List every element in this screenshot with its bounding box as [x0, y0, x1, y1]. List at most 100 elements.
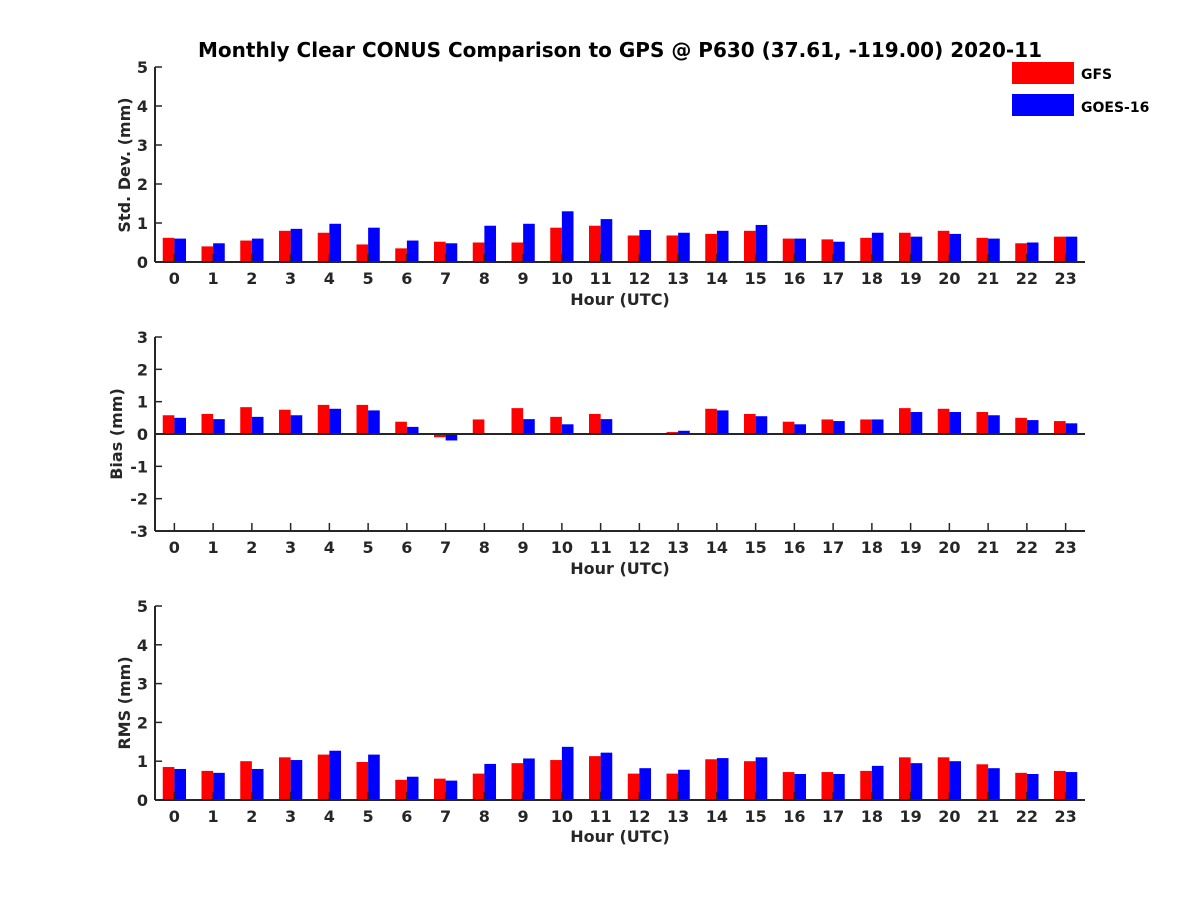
- bias-bar-gfs-14: [705, 408, 717, 434]
- std-bar-gfs-7: [434, 241, 446, 262]
- rms-bar-goes16-5: [368, 754, 380, 800]
- std-bar-gfs-16: [782, 238, 795, 262]
- std-xtick-label: 4: [324, 269, 335, 288]
- bias-bar-gfs-0: [162, 415, 175, 434]
- rms-bar-gfs-16: [782, 772, 795, 800]
- bias-xtick-label: 20: [938, 538, 960, 557]
- rms-xtick-label: 5: [363, 807, 374, 826]
- bias-ytick-label: -3: [130, 522, 148, 541]
- rms-bar-goes16-1: [213, 772, 225, 800]
- bias-xtick-label: 2: [246, 538, 257, 557]
- rms-xtick-label: 7: [440, 807, 451, 826]
- std-bar-gfs-1: [201, 246, 214, 262]
- rms-bar-gfs-11: [589, 756, 601, 800]
- bias-bar-gfs-23: [1054, 421, 1066, 434]
- std-bar-goes16-15: [755, 224, 768, 262]
- bias-bar-goes16-9: [523, 419, 535, 434]
- bias-bar-goes16-13: [678, 430, 690, 434]
- std-xtick-label: 14: [706, 269, 728, 288]
- std-bar-goes16-2: [251, 238, 264, 262]
- std-bar-gfs-8: [472, 242, 485, 262]
- rms-bar-goes16-13: [678, 769, 690, 800]
- rms-bar-gfs-15: [744, 761, 756, 800]
- rms-ylabel: RMS (mm): [115, 656, 134, 749]
- legend-label-goes16: GOES-16: [1081, 100, 1149, 116]
- bias-xtick-label: 3: [285, 538, 296, 557]
- std-bar-goes16-23: [1065, 236, 1078, 262]
- rms-xtick-label: 14: [706, 807, 728, 826]
- rms-bar-goes16-2: [251, 768, 264, 800]
- bias-xtick-label: 17: [822, 538, 844, 557]
- bias-bar-goes16-3: [290, 415, 303, 434]
- std-bar-goes16-13: [678, 232, 690, 262]
- rms-bar-gfs-12: [627, 773, 640, 800]
- bias-ytick-label: 0: [137, 425, 148, 444]
- bias-bar-gfs-11: [589, 413, 601, 434]
- bias-xtick-label: 13: [667, 538, 689, 557]
- bias-bar-gfs-8: [472, 419, 485, 434]
- std-ytick-label: 3: [137, 136, 148, 155]
- std-xtick-label: 22: [1016, 269, 1038, 288]
- legend-swatch-gfs: [1012, 62, 1074, 84]
- bias-bar-goes16-6: [406, 426, 419, 434]
- std-bar-goes16-11: [600, 219, 613, 262]
- rms-bar-gfs-23: [1054, 770, 1066, 800]
- bias-xtick-label: 21: [977, 538, 999, 557]
- rms-bar-gfs-8: [472, 773, 485, 800]
- bias-xtick-label: 6: [401, 538, 412, 557]
- bias-bar-goes16-11: [600, 419, 613, 434]
- rms-bar-goes16-20: [949, 761, 962, 800]
- std-bar-goes16-16: [794, 238, 807, 262]
- std-ytick-label: 4: [137, 97, 148, 116]
- bias-bar-goes16-16: [794, 424, 807, 434]
- std-xtick-label: 10: [551, 269, 573, 288]
- rms-bar-goes16-12: [639, 768, 652, 800]
- std-xtick-label: 16: [783, 269, 805, 288]
- std-xtick-label: 3: [285, 269, 296, 288]
- bias-xtick-label: 14: [706, 538, 728, 557]
- rms-ytick-label: 4: [137, 636, 148, 655]
- rms-xtick-label: 13: [667, 807, 689, 826]
- rms-ytick-label: 5: [137, 597, 148, 616]
- bias-bar-goes16-15: [755, 416, 768, 434]
- rms-bar-gfs-18: [860, 770, 872, 800]
- bias-xtick-label: 19: [899, 538, 921, 557]
- rms-xtick-label: 18: [861, 807, 883, 826]
- rms-xtick-label: 2: [246, 807, 257, 826]
- rms-xtick-label: 9: [518, 807, 529, 826]
- std-ytick-label: 2: [137, 175, 148, 194]
- std-bar-goes16-5: [368, 227, 380, 262]
- bias-x-ticks: 0 1 2 3 4 5 6 7 8 9 10 11 12 13 14 15 16 17 18 19 20 21 22 23: [169, 523, 1077, 557]
- bias-xtick-label: 16: [783, 538, 805, 557]
- rms-bar-gfs-13: [666, 773, 679, 800]
- rms-bar-gfs-4: [317, 754, 330, 800]
- rms-bar-gfs-1: [201, 770, 214, 800]
- bias-xtick-label: 7: [440, 538, 451, 557]
- std-bar-gfs-2: [240, 240, 252, 262]
- bias-bar-gfs-7: [434, 434, 446, 438]
- std-xtick-label: 6: [401, 269, 412, 288]
- rms-xtick-label: 15: [744, 807, 766, 826]
- rms-bar-goes16-18: [871, 765, 884, 800]
- std-bar-goes16-1: [213, 243, 225, 262]
- bias-xlabel: Hour (UTC): [570, 559, 670, 578]
- std-bar-goes16-22: [1026, 242, 1039, 262]
- std-bar-gfs-17: [821, 239, 834, 262]
- rms-ytick-label: 2: [137, 713, 148, 732]
- bias-xtick-label: 22: [1016, 538, 1038, 557]
- std-bar-gfs-12: [627, 235, 640, 262]
- rms-bar-gfs-5: [356, 761, 369, 800]
- rms-bars: [162, 746, 1078, 800]
- std-bar-goes16-7: [445, 243, 458, 262]
- rms-xtick-label: 1: [208, 807, 219, 826]
- bias-ytick-label: -1: [130, 457, 148, 476]
- rms-bar-goes16-6: [406, 776, 419, 800]
- std-xtick-label: 8: [479, 269, 490, 288]
- rms-bar-gfs-7: [434, 778, 446, 800]
- std-bar-gfs-21: [976, 237, 989, 262]
- rms-y-ticks: 0 1 2 3 4 5: [137, 597, 162, 810]
- rms-bar-goes16-11: [600, 752, 613, 800]
- rms-bar-goes16-23: [1065, 772, 1078, 800]
- rms-bar-goes16-3: [290, 760, 303, 800]
